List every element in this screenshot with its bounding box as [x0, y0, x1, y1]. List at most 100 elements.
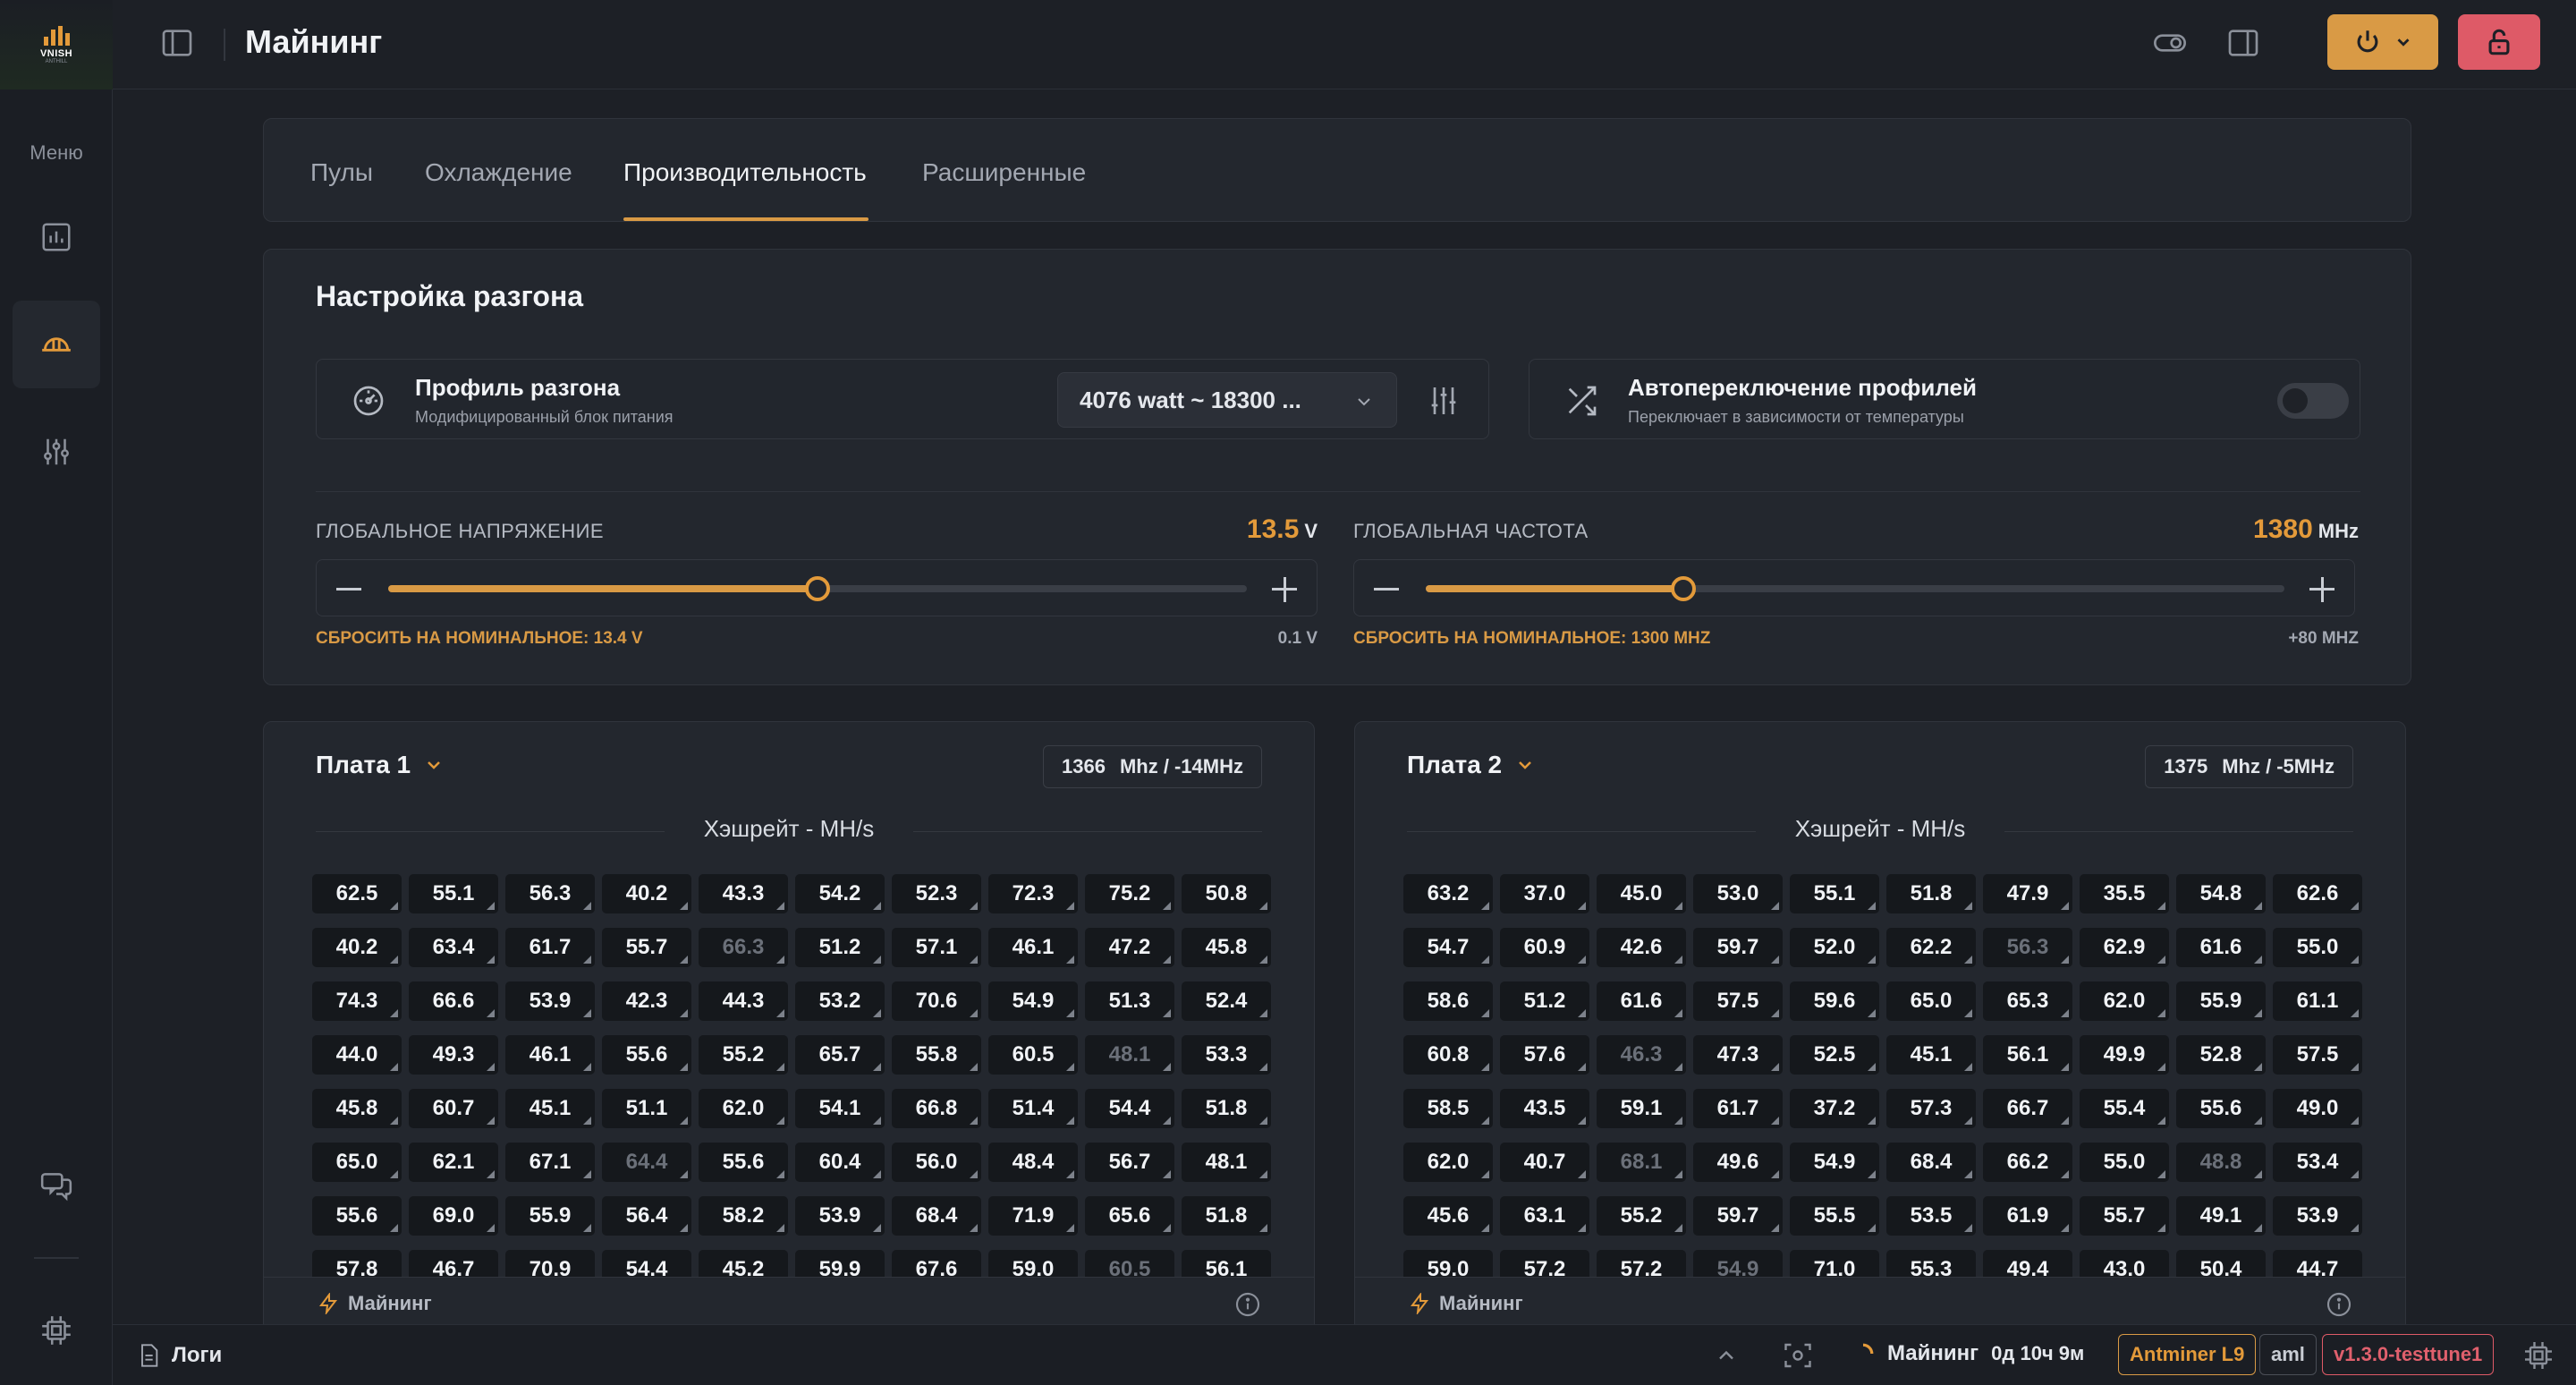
chip-hashrate-cell[interactable]: 61.1	[2273, 981, 2362, 1021]
chip-hashrate-cell[interactable]: 45.8	[1182, 928, 1271, 967]
chip-hashrate-cell[interactable]: 53.2	[795, 981, 885, 1021]
chip-hashrate-cell[interactable]: 47.2	[1085, 928, 1174, 967]
chip-hashrate-cell[interactable]: 47.3	[1693, 1035, 1783, 1075]
chip-hashrate-cell[interactable]: 45.0	[1597, 874, 1686, 913]
frequency-slider[interactable]	[1426, 576, 2284, 601]
chip-hashrate-cell[interactable]: 54.9	[988, 981, 1078, 1021]
chip-hashrate-cell[interactable]: 55.2	[699, 1035, 788, 1075]
chip-hashrate-cell[interactable]: 54.4	[1085, 1089, 1174, 1128]
chip-hashrate-cell[interactable]: 62.9	[2080, 928, 2169, 967]
chip-hashrate-cell[interactable]: 43.3	[699, 874, 788, 913]
chip-hashrate-cell[interactable]: 51.3	[1085, 981, 1174, 1021]
chip-hashrate-cell[interactable]: 74.3	[312, 981, 402, 1021]
chip-hashrate-cell[interactable]: 55.1	[409, 874, 498, 913]
chip-hashrate-cell[interactable]: 53.5	[1886, 1196, 1976, 1236]
chip-hashrate-cell[interactable]: 57.6	[1500, 1035, 1589, 1075]
chip-hashrate-cell[interactable]: 61.6	[1597, 981, 1686, 1021]
chip-hashrate-cell[interactable]: 51.4	[988, 1089, 1078, 1128]
chip-hashrate-cell[interactable]: 65.0	[1886, 981, 1976, 1021]
frequency-reset-link[interactable]: СБРОСИТЬ НА НОМИНАЛЬНОЕ: 1300 MHZ	[1353, 629, 1711, 648]
chip-hashrate-cell[interactable]: 55.8	[892, 1035, 981, 1075]
chip-hashrate-cell[interactable]: 66.6	[409, 981, 498, 1021]
chip-hashrate-cell[interactable]: 53.9	[505, 981, 595, 1021]
sidebar-item-support[interactable]	[13, 1142, 100, 1229]
chip-hashrate-cell[interactable]: 56.4	[602, 1196, 691, 1236]
chip-hashrate-cell[interactable]: 55.7	[2080, 1196, 2169, 1236]
chip-hashrate-cell[interactable]: 40.7	[1500, 1143, 1589, 1182]
chip-hashrate-cell[interactable]: 44.0	[312, 1035, 402, 1075]
chip-hashrate-cell[interactable]: 51.1	[602, 1089, 691, 1128]
chip-hashrate-cell[interactable]: 62.0	[1403, 1143, 1493, 1182]
chip-hashrate-cell[interactable]: 54.9	[1790, 1143, 1879, 1182]
chip-hashrate-cell[interactable]: 60.7	[409, 1089, 498, 1128]
chip-hashrate-cell[interactable]: 46.1	[988, 928, 1078, 967]
unlock-button[interactable]	[2458, 14, 2540, 70]
right-panel-button[interactable]	[2224, 23, 2263, 63]
logs-button[interactable]: Логи	[136, 1343, 222, 1368]
chip-hashrate-cell[interactable]: 60.4	[795, 1143, 885, 1182]
chip-hashrate-cell[interactable]: 55.5	[1790, 1196, 1879, 1236]
chip-hashrate-cell[interactable]: 49.6	[1693, 1143, 1783, 1182]
chip-hashrate-cell[interactable]: 53.0	[1693, 874, 1783, 913]
chip-hashrate-cell[interactable]: 56.0	[892, 1143, 981, 1182]
chip-hashrate-cell[interactable]: 44.3	[699, 981, 788, 1021]
chip-hashrate-cell[interactable]: 55.9	[2176, 981, 2266, 1021]
chip-hashrate-cell[interactable]: 48.1	[1182, 1143, 1271, 1182]
chip-hashrate-cell[interactable]: 66.3	[699, 928, 788, 967]
theme-toggle-button[interactable]	[2150, 23, 2190, 63]
chip-hashrate-cell[interactable]: 62.0	[2080, 981, 2169, 1021]
chip-hashrate-cell[interactable]: 49.9	[2080, 1035, 2169, 1075]
chip-hashrate-cell[interactable]: 61.6	[2176, 928, 2266, 967]
chip-hashrate-cell[interactable]: 43.5	[1500, 1089, 1589, 1128]
tab-performance[interactable]: Производительность	[623, 158, 867, 186]
chip-hashrate-cell[interactable]: 65.6	[1085, 1196, 1174, 1236]
chip-hashrate-cell[interactable]: 57.1	[892, 928, 981, 967]
chip-hashrate-cell[interactable]: 53.9	[795, 1196, 885, 1236]
chip-hashrate-cell[interactable]: 68.4	[1886, 1143, 1976, 1182]
chip-hashrate-cell[interactable]: 51.8	[1886, 874, 1976, 913]
sidebar-item-mining[interactable]	[13, 301, 100, 388]
chip-hashrate-cell[interactable]: 56.7	[1085, 1143, 1174, 1182]
chip-hashrate-cell[interactable]: 55.6	[2176, 1089, 2266, 1128]
frequency-slider-handle[interactable]	[1671, 576, 1696, 601]
chip-hashrate-cell[interactable]: 46.1	[505, 1035, 595, 1075]
tab-cooling[interactable]: Охлаждение	[425, 158, 572, 186]
chip-hashrate-cell[interactable]: 48.1	[1085, 1035, 1174, 1075]
chip-hashrate-cell[interactable]: 59.7	[1693, 1196, 1783, 1236]
voltage-slider[interactable]	[388, 576, 1247, 601]
chip-hashrate-cell[interactable]: 62.1	[409, 1143, 498, 1182]
chip-hashrate-cell[interactable]: 66.2	[1983, 1143, 2072, 1182]
chip-hashrate-cell[interactable]: 61.9	[1983, 1196, 2072, 1236]
power-menu-button[interactable]	[2327, 14, 2438, 70]
chip-hashrate-cell[interactable]: 58.5	[1403, 1089, 1493, 1128]
chip-hashrate-cell[interactable]: 69.0	[409, 1196, 498, 1236]
chip-hashrate-cell[interactable]: 50.8	[1182, 874, 1271, 913]
chip-hashrate-cell[interactable]: 59.1	[1597, 1089, 1686, 1128]
chip-hashrate-cell[interactable]: 57.3	[1886, 1089, 1976, 1128]
chip-hashrate-cell[interactable]: 45.6	[1403, 1196, 1493, 1236]
chip-hashrate-cell[interactable]: 52.4	[1182, 981, 1271, 1021]
profile-tune-icon[interactable]	[1426, 383, 1462, 419]
chip-hashrate-cell[interactable]: 64.4	[602, 1143, 691, 1182]
sidebar-item-system[interactable]	[13, 1287, 100, 1374]
chip-hashrate-cell[interactable]: 40.2	[602, 874, 691, 913]
chip-hashrate-cell[interactable]: 60.8	[1403, 1035, 1493, 1075]
tab-advanced[interactable]: Расширенные	[922, 158, 1087, 186]
chip-hashrate-cell[interactable]: 53.3	[1182, 1035, 1271, 1075]
info-icon[interactable]	[1233, 1290, 1262, 1319]
chip-hashrate-cell[interactable]: 47.9	[1983, 874, 2072, 913]
chip-hashrate-cell[interactable]: 55.4	[2080, 1089, 2169, 1128]
chip-hashrate-cell[interactable]: 58.6	[1403, 981, 1493, 1021]
chip-hashrate-cell[interactable]: 61.7	[1693, 1089, 1783, 1128]
chip-hashrate-cell[interactable]: 60.9	[1500, 928, 1589, 967]
chip-hashrate-cell[interactable]: 54.2	[795, 874, 885, 913]
screenshot-icon[interactable]	[1782, 1339, 1814, 1372]
chip-hashrate-cell[interactable]: 49.0	[2273, 1089, 2362, 1128]
chip-hashrate-cell[interactable]: 51.2	[1500, 981, 1589, 1021]
chip-hashrate-cell[interactable]: 62.0	[699, 1089, 788, 1128]
chip-hashrate-cell[interactable]: 75.2	[1085, 874, 1174, 913]
board-select-2[interactable]: Плата 2	[1407, 751, 1536, 779]
chip-hashrate-cell[interactable]: 55.9	[505, 1196, 595, 1236]
tab-pools[interactable]: Пулы	[310, 158, 373, 186]
info-icon[interactable]	[2325, 1290, 2353, 1319]
